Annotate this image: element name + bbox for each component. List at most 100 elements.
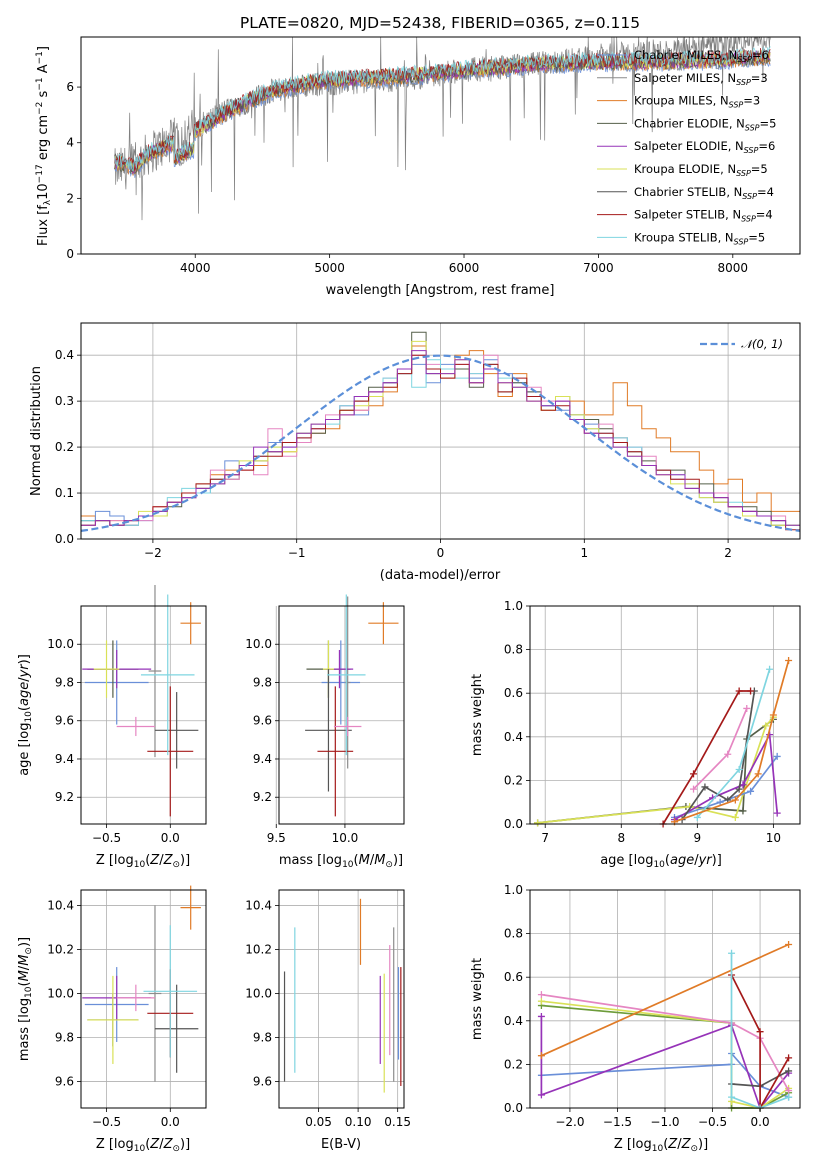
age-z-ylabel: age [log10(age/yr)] — [17, 654, 34, 776]
spectrum-marks — [114, 36, 771, 221]
y-tick-label: 0.6 — [504, 970, 523, 984]
mass-weight-marker — [537, 1091, 545, 1099]
mass-ebv-marks — [283, 898, 402, 1093]
x-tick-label: −0.5 — [92, 1115, 121, 1129]
mass-weight-marker — [690, 770, 698, 778]
weight-age-axes-frame — [529, 605, 801, 825]
y-tick-label: 10.2 — [47, 942, 74, 956]
spectrum-panel: PLATE=0820, MJD=52438, FIBERID=0365, z=0… — [35, 14, 801, 298]
y-tick-label: 10.0 — [47, 986, 74, 1000]
residual-legend: 𝒩(0, 1) — [700, 337, 783, 351]
mass-weight-marker — [735, 766, 743, 773]
x-tick-label: −0.5 — [92, 831, 121, 845]
mass-weight-marker — [743, 704, 751, 712]
residual-histogram-step — [81, 350, 800, 526]
error-bar-point — [147, 686, 194, 817]
mass-weight-marker — [701, 783, 709, 791]
y-tick-label: 1.0 — [504, 599, 523, 613]
mass-z-axes-frame — [80, 889, 207, 1109]
residual-axes-frame — [80, 322, 801, 540]
y-tick-label: 9.2 — [55, 790, 74, 804]
weight-z-ylabel: mass weight — [470, 958, 485, 1040]
mass-weight-marker — [728, 1093, 736, 1101]
mass-weight-marker — [785, 1054, 793, 1062]
mass-weight-marker — [728, 949, 736, 957]
x-tick-label: 0.0 — [161, 1115, 180, 1129]
mass-ebv-axes-frame — [278, 889, 405, 1109]
error-bar-point — [154, 984, 199, 1073]
mass-weight-marker — [739, 807, 747, 815]
x-tick-label: 0 — [437, 546, 445, 560]
mass-weight-line — [730, 953, 789, 1109]
weight-age-marks — [534, 657, 793, 828]
mass-weight-marker — [690, 785, 698, 793]
error-bar-point — [143, 925, 198, 1058]
mass-z-ticks: −0.5 0.0 9.6 9.8 10.0 10.2 10.4 — [47, 898, 180, 1129]
error-bar-point — [180, 602, 201, 645]
mass-weight-marker — [773, 809, 781, 817]
x-tick-label: 0.0 — [161, 831, 180, 845]
x-tick-label: −1 — [288, 546, 306, 560]
y-tick-label: 0.3 — [55, 394, 74, 408]
spectrum-legend-label: Salpeter ELODIE, NSSP=6 — [634, 139, 775, 155]
error-bar-point — [93, 640, 120, 698]
mass-vs-ebv-panel: 0.05 0.10 0.15 9.6 9.8 10.0 10.2 10.4 E(B-V) — [245, 889, 411, 1152]
error-bar-point — [180, 885, 201, 930]
age-mass-axes-frame — [278, 605, 405, 825]
error-bar-point — [148, 584, 162, 758]
spectrum-title: PLATE=0820, MJD=52438, FIBERID=0365, z=0… — [240, 14, 640, 32]
mass-weight-marker — [785, 1093, 793, 1101]
mass-z-xlabel: Z [log10(Z/Z⊙)] — [96, 1137, 190, 1154]
y-tick-label: 9.8 — [253, 1031, 272, 1045]
error-bar-point — [116, 716, 155, 737]
spectrum-legend-label: Kroupa ELODIE, NSSP=5 — [634, 162, 768, 178]
spectrum-legend: Chabrier MILES, NSSP=6 Salpeter MILES, NS… — [597, 48, 776, 246]
weight-z-axes-frame — [529, 889, 801, 1109]
mass-weight-line — [730, 974, 790, 1112]
mass-weight-marker — [773, 752, 781, 760]
spectrum-xlabel: wavelength [Angstrom, rest frame] — [326, 283, 555, 298]
mass-weight-marker — [754, 770, 762, 778]
mass-weight-marker — [735, 785, 743, 793]
x-tick-label: 7 — [541, 831, 549, 845]
y-tick-label: 0.2 — [55, 440, 74, 454]
error-bar-point — [154, 692, 199, 769]
x-tick-label: 9 — [694, 831, 702, 845]
spectrum-ylabel: Flux [fλ10−17 erg cm−2 s−1 A−1] — [35, 46, 53, 246]
mass-weight-marker — [766, 665, 774, 673]
model-spectrum-line — [114, 46, 771, 172]
mass-weight-marker — [731, 796, 739, 804]
error-bar-point — [317, 686, 354, 817]
y-tick-label: 9.8 — [253, 675, 272, 689]
y-tick-label: 10.0 — [245, 637, 272, 651]
mass-weight-marker — [537, 997, 545, 1005]
error-bar-point — [305, 669, 352, 792]
y-tick-label: 0.1 — [55, 486, 74, 500]
mass-z-ylabel: mass [log10(M/M⊙)] — [17, 937, 34, 1061]
error-bar-point — [333, 716, 362, 737]
y-tick-label: 0.0 — [504, 1101, 523, 1115]
mass-ebv-grid — [279, 890, 404, 1108]
y-tick-label: 0.2 — [504, 773, 523, 787]
x-tick-label: 7000 — [583, 261, 614, 275]
y-tick-label: 9.2 — [253, 790, 272, 804]
age-vs-mass-panel: 9.5 10.0 9.2 9.4 9.6 9.8 10.0 mass [log10(M/M⊙… — [245, 594, 405, 870]
x-tick-label: 0.0 — [751, 1115, 770, 1129]
x-tick-label: −1.0 — [650, 1115, 679, 1129]
spectrum-legend-label: Kroupa MILES, NSSP=3 — [634, 94, 760, 110]
age-mass-xlabel: mass [log10(M/M⊙)] — [279, 853, 403, 870]
x-tick-label: 1 — [580, 546, 588, 560]
mass-ebv-ticks: 0.05 0.10 0.15 9.6 9.8 10.0 10.2 10.4 — [245, 898, 411, 1129]
mass-weight-marker — [747, 687, 755, 695]
mass-weight-marker — [769, 711, 777, 719]
x-tick-label: −1.5 — [603, 1115, 632, 1129]
mass-weight-marker — [735, 687, 743, 695]
mass-vs-z-panel: −0.5 0.0 9.6 9.8 10.0 10.2 10.4 Z [log10(Z/Z⊙)… — [17, 885, 207, 1154]
gaussian-curve — [80, 354, 801, 532]
weight-z-ticks: −2.0 −1.5 −1.0 −0.5 0.0 0.0 0.2 0.4 0.6 0.8 1.0 — [504, 883, 770, 1129]
weight-vs-z-panel: −2.0 −1.5 −1.0 −0.5 0.0 0.0 0.2 0.4 0.6 0.8 1.0 Z … — [470, 883, 801, 1154]
y-tick-label: 0.2 — [504, 1057, 523, 1071]
y-tick-label: 0.8 — [504, 643, 523, 657]
